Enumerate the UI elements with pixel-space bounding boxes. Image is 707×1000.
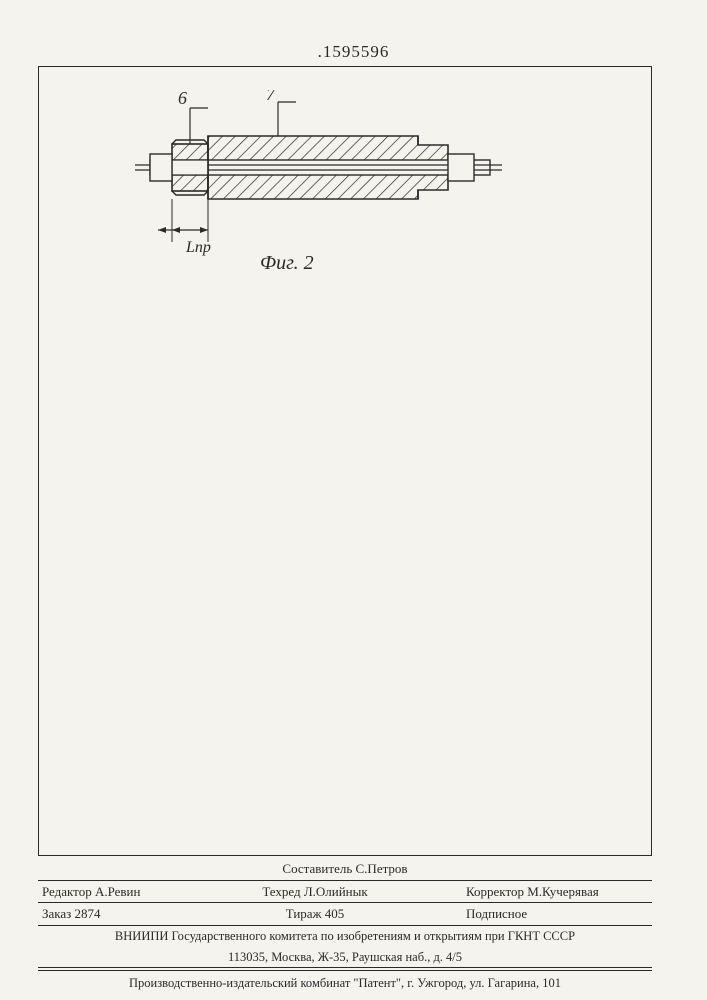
vniipi-line2: 113035, Москва, Ж-35, Раушская наб., д. … [38,947,652,968]
corrector: Корректор М.Кучерявая [406,883,648,901]
colophon: Составитель С.Петров Редактор А.Ревин Те… [38,860,652,992]
subscription: Подписное [406,905,648,923]
production-line: Производственно-издательский комбинат "П… [38,971,652,992]
patent-number: .1595596 [0,42,707,62]
figure-caption: Фиг. 2 [260,252,314,275]
callout-6-label: 6 [178,90,187,108]
figure-2: 6 7 Lпр [90,90,520,260]
techred: Техред Л.Олийнык [224,883,406,901]
dimension-lpr: Lпр [185,239,211,256]
vniipi-line1: ВНИИПИ Государственного комитета по изоб… [38,926,652,947]
circulation: Тираж 405 [224,905,406,923]
compiler-line: Составитель С.Петров [38,860,652,880]
order-number: Заказ 2874 [42,905,224,923]
editor: Редактор А.Ревин [42,883,224,901]
callout-7-label: 7 [266,90,276,104]
